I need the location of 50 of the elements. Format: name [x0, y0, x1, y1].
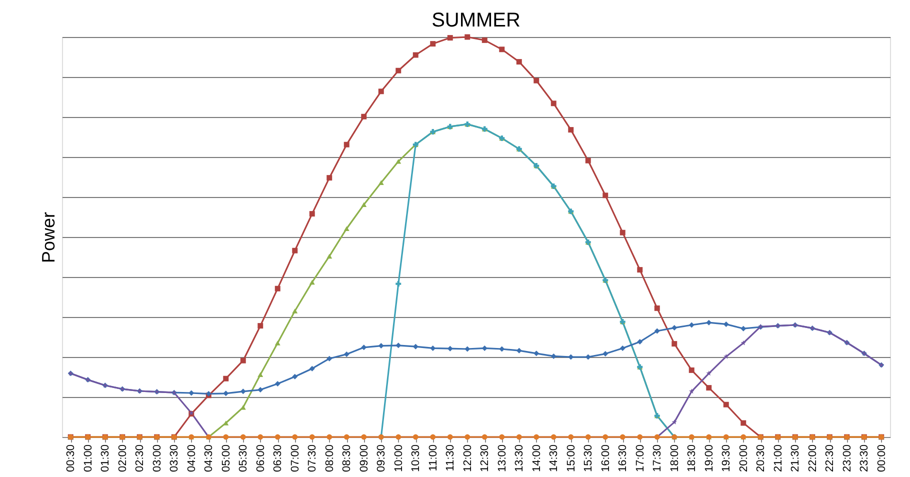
- x-tick-label: 12:30: [479, 444, 492, 472]
- x-tick-label: 00:30: [65, 444, 78, 472]
- x-tick-label: 10:30: [410, 444, 422, 472]
- x-tick-label: 02:00: [116, 444, 129, 472]
- x-tick-label: 16:00: [600, 444, 612, 472]
- x-tick-label: 03:30: [168, 444, 181, 472]
- x-tick-label: 07:00: [289, 444, 302, 472]
- x-tick-label: 17:00: [634, 444, 646, 472]
- x-tick-label: 07:30: [306, 444, 319, 472]
- x-tick-label: 22:30: [824, 444, 836, 472]
- x-tick-label: 01:00: [82, 444, 94, 472]
- x-tick-label: 20:00: [738, 444, 750, 472]
- x-tick-label: 08:00: [324, 444, 336, 472]
- x-tick-label: 19:00: [703, 444, 716, 472]
- chart-title: SUMMER: [432, 9, 520, 32]
- x-tick-label: 21:00: [772, 444, 784, 472]
- x-tick-label: 03:00: [151, 444, 164, 472]
- x-tick-label: 11:00: [427, 444, 440, 472]
- x-tick-label: 04:30: [203, 444, 216, 472]
- x-tick-label: 08:30: [341, 444, 354, 472]
- x-tick-label: 23:30: [858, 444, 871, 472]
- x-tick-label: 09:00: [358, 444, 370, 472]
- x-tick-label: 20:30: [755, 444, 768, 472]
- x-tick-label: 06:00: [254, 444, 267, 472]
- x-tick-label: 04:00: [186, 444, 198, 472]
- x-tick-label: 19:30: [720, 444, 733, 472]
- x-tick-label: 17:30: [652, 444, 664, 472]
- x-tick-label: 11:30: [444, 444, 457, 472]
- x-tick-label: 10:00: [392, 444, 405, 472]
- x-tick-label: 18:30: [686, 444, 698, 472]
- y-axis-title: Power: [38, 212, 58, 264]
- x-tick-label: 22:00: [806, 444, 819, 472]
- x-tick-label: 18:00: [668, 444, 681, 472]
- x-tick-label: 13:30: [514, 444, 526, 472]
- x-tick-label: 12:00: [462, 444, 474, 472]
- x-tick-label: 02:30: [134, 444, 146, 472]
- x-tick-label: 00:00: [876, 444, 888, 472]
- x-tick-label: 14:00: [530, 444, 543, 472]
- x-tick-label: 05:00: [220, 444, 232, 472]
- x-tick-label: 05:30: [238, 444, 250, 472]
- x-tick-label: 14:30: [548, 444, 560, 472]
- x-tick-label: 09:30: [376, 444, 388, 472]
- x-tick-label: 13:00: [496, 444, 508, 472]
- x-tick-label: 01:30: [100, 444, 112, 472]
- x-tick-label: 23:00: [841, 444, 854, 472]
- x-tick-label: 21:30: [790, 444, 802, 472]
- x-tick-label: 15:30: [582, 444, 595, 472]
- x-tick-label: 06:30: [272, 444, 284, 472]
- x-tick-label: 15:00: [565, 444, 578, 472]
- x-tick-label: 16:30: [617, 444, 630, 472]
